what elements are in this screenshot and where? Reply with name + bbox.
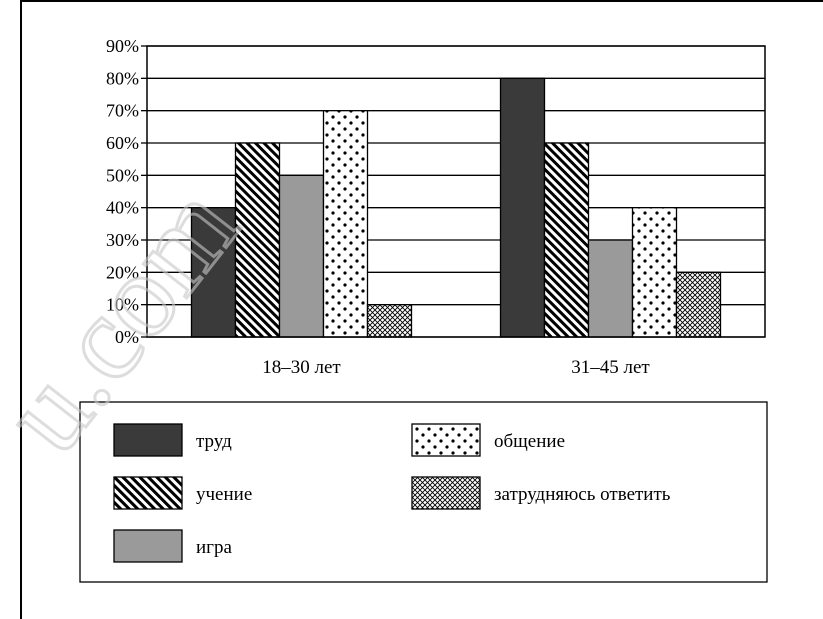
legend-label: игра xyxy=(196,537,232,558)
bar xyxy=(366,304,413,338)
legend-label: затрудняюсь ответить xyxy=(494,484,671,505)
y-tick-label: 0% xyxy=(115,327,139,347)
bars xyxy=(190,77,722,338)
legend: труд учение игра общение затрудняюсь ответит… xyxy=(79,401,768,583)
plot-area-border xyxy=(146,45,766,338)
legend-label: труд xyxy=(196,431,232,452)
x-category-labels: 18–30 лет 31–45 лет xyxy=(262,357,650,378)
bar xyxy=(631,207,678,338)
category-label: 18–30 лет xyxy=(262,357,341,378)
bar xyxy=(278,174,325,338)
bar xyxy=(587,239,634,338)
bar xyxy=(675,271,722,338)
legend-label: общение xyxy=(494,431,565,452)
figure-frame xyxy=(20,0,823,619)
y-tick-label: 20% xyxy=(106,262,139,282)
bar xyxy=(499,77,546,338)
bar xyxy=(543,142,590,338)
y-tick-label: 60% xyxy=(106,133,139,153)
y-tick-label: 10% xyxy=(106,295,139,315)
legend-swatch xyxy=(411,476,481,510)
legend-swatch xyxy=(113,423,183,457)
bar xyxy=(234,142,281,338)
legend-swatch xyxy=(113,529,183,563)
y-tick-label: 30% xyxy=(106,230,139,250)
y-tick-labels: 0% 10% 20% 30% 40% 50% 60% 70% 80% 90% xyxy=(106,36,139,347)
y-tick-label: 40% xyxy=(106,198,139,218)
legend-swatch xyxy=(113,476,183,510)
legend-label: учение xyxy=(196,484,252,505)
y-tick-label: 50% xyxy=(106,165,139,185)
bar xyxy=(190,207,237,338)
category-label: 31–45 лет xyxy=(571,357,650,378)
legend-swatch xyxy=(411,423,481,457)
bar xyxy=(322,110,369,338)
y-tick-label: 70% xyxy=(106,101,139,121)
axes xyxy=(141,45,766,338)
y-tick-label: 90% xyxy=(106,36,139,56)
y-tick-label: 80% xyxy=(106,68,139,88)
